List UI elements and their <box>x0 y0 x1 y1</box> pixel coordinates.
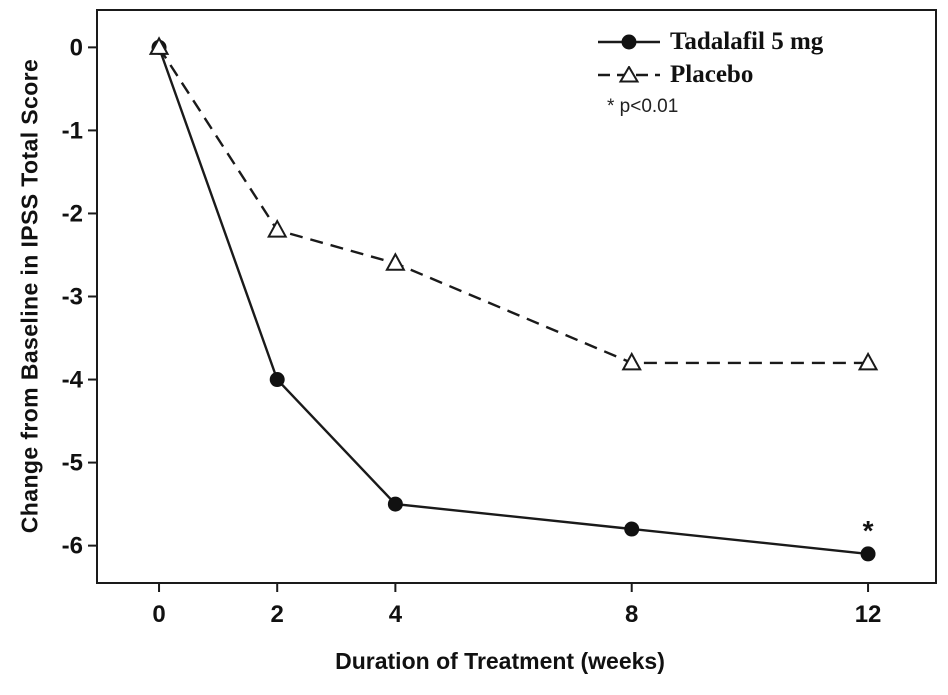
y-tick-label: -6 <box>62 533 83 560</box>
y-tick-label: 0 <box>70 34 83 61</box>
data-point-tadalafil-5-mg <box>387 496 403 512</box>
y-tick-label: -2 <box>62 200 83 227</box>
y-axis-title: Change from Baseline in IPSS Total Score <box>16 58 43 534</box>
legend: Tadalafil 5 mg Placebo * p<0.01 <box>597 26 823 118</box>
legend-item-tadalafil: Tadalafil 5 mg <box>597 26 823 57</box>
solid-line-filled-circle-icon <box>598 34 660 49</box>
y-tick-label: -4 <box>62 367 84 394</box>
dashed-line-open-triangle-icon <box>598 65 660 82</box>
data-point-tadalafil-5-mg <box>624 521 640 537</box>
y-tick-label: -3 <box>62 284 83 311</box>
data-point-placebo <box>385 252 406 271</box>
x-tick-label: 8 <box>625 601 638 628</box>
data-point-placebo <box>148 36 170 55</box>
data-point-placebo <box>621 351 642 371</box>
y-tick-label: -1 <box>62 117 83 144</box>
data-point-tadalafil-5-mg <box>269 372 285 388</box>
x-tick-label: 4 <box>389 601 403 628</box>
x-axis-title: Duration of Treatment (weeks) <box>335 648 665 674</box>
legend-item-placebo: Placebo <box>597 59 823 90</box>
data-point-placebo <box>857 351 879 371</box>
x-tick-label: 2 <box>271 601 284 628</box>
x-tick-label: 0 <box>152 601 165 628</box>
data-point-placebo <box>267 218 288 238</box>
data-point-tadalafil-5-mg <box>860 546 876 562</box>
significance-note: * p<0.01 <box>607 96 679 117</box>
legend-label-placebo: Placebo <box>670 61 754 88</box>
series-line-tadalafil-5-mg <box>157 46 869 556</box>
x-tick-label: 12 <box>855 601 882 628</box>
legend-label-tadalafil: Tadalafil 5 mg <box>670 28 824 55</box>
significance-asterisk: * <box>863 515 874 546</box>
y-tick-label: -5 <box>62 450 83 477</box>
